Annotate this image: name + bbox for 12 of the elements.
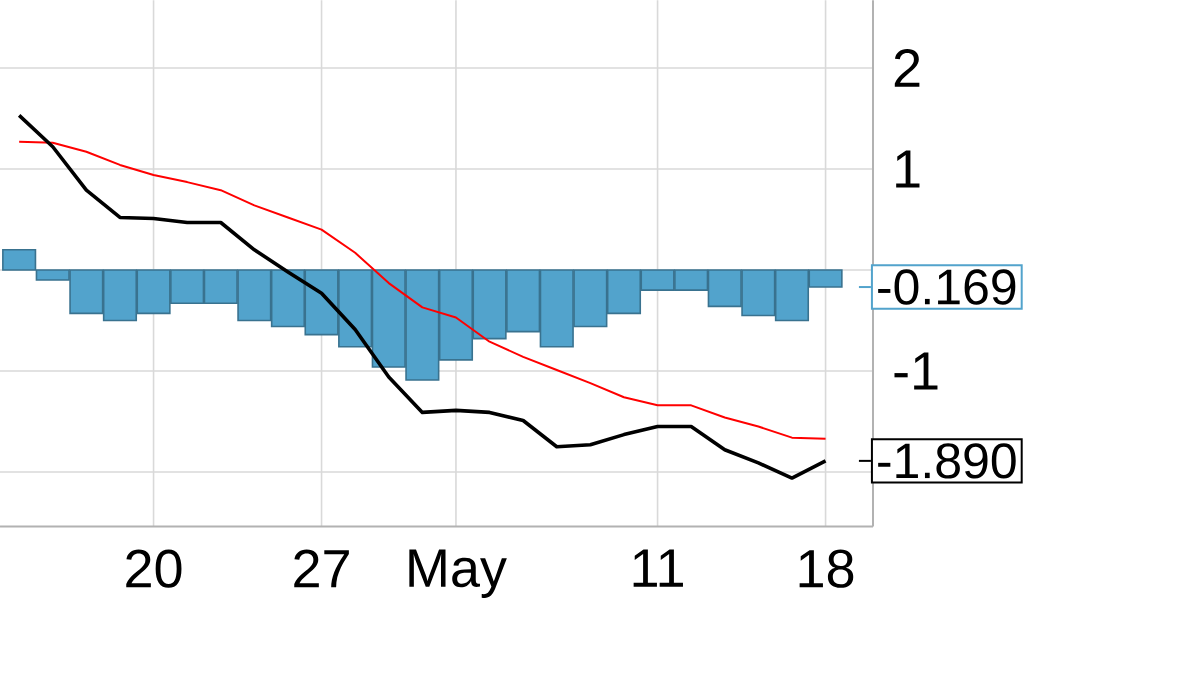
x-tick-label: 11: [633, 549, 683, 587]
x-tick-label: May: [409, 549, 507, 598]
x-tick-label: 27: [294, 549, 349, 588]
y-tick-label: -1: [894, 352, 938, 390]
y-tick-label: 1: [896, 150, 920, 188]
line-series: [17, 113, 828, 480]
annotation: -0.169: [878, 269, 1016, 305]
annotation: -1.890: [878, 443, 1016, 479]
line-series: [18, 140, 827, 440]
y-tick-label: 2: [894, 49, 920, 87]
x-tick-label: 20: [126, 549, 182, 588]
x-tick-label: 18: [799, 549, 854, 588]
